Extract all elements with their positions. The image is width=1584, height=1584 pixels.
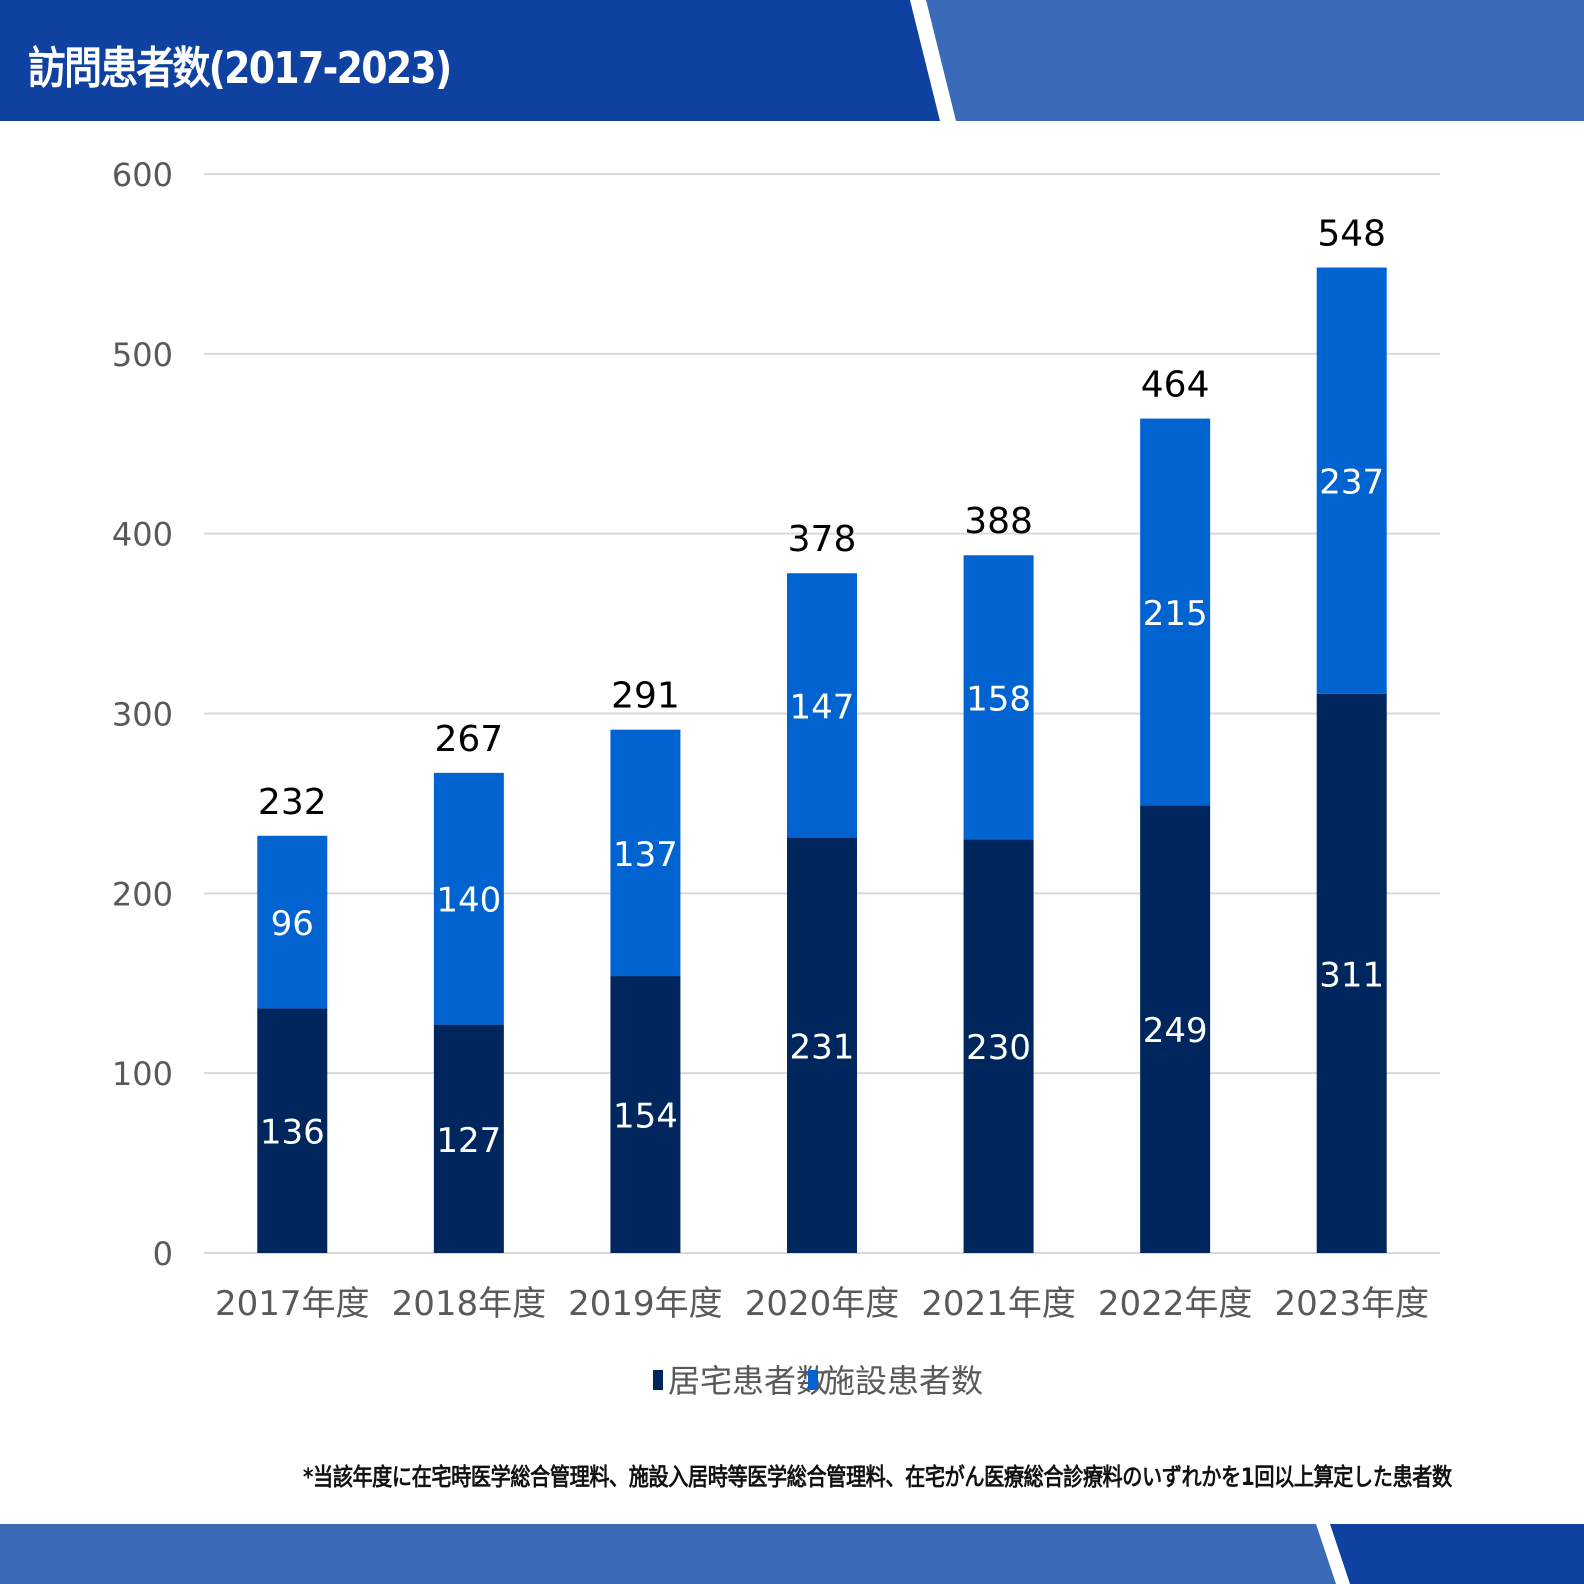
legend-swatch-home: [653, 1370, 663, 1390]
data-label-home: 154: [613, 1097, 678, 1137]
bar-facility: [787, 573, 857, 838]
data-label-facility: 147: [790, 687, 855, 727]
data-label-home: 230: [966, 1028, 1031, 1068]
header-banner-shape: [0, 0, 1584, 121]
bar-home: [257, 1008, 328, 1253]
y-tick-label: 100: [112, 1055, 173, 1093]
stacked-bar-chart: 0 100 200 300 400 500 600 136 96 232 2017年度 127 140 2…: [112, 156, 1440, 1400]
header-divider-stripe: [910, 0, 956, 121]
bar-facility: [1316, 267, 1387, 694]
data-label-home: 249: [1143, 1011, 1208, 1051]
x-tick-label: 2021年度: [921, 1284, 1076, 1324]
x-tick-label: 2022年度: [1098, 1284, 1253, 1324]
data-label-facility: 158: [966, 679, 1031, 719]
y-tick-label: 0: [153, 1235, 173, 1273]
data-label-facility: 96: [271, 904, 314, 944]
data-label-home: 136: [260, 1113, 325, 1153]
page-title: 訪問患者数(2017-2023): [28, 43, 452, 94]
data-label-total: 267: [434, 719, 503, 760]
footer-banner: [0, 1524, 1584, 1584]
header-banner: 訪問患者数(2017-2023): [0, 0, 1584, 121]
footnote: *当該年度に在宅時医学総合管理料、施設入居時等医学総合管理料、在宅がん医療総合診…: [303, 1463, 1452, 1491]
bar-home: [1316, 693, 1387, 1253]
legend-swatch-facility: [808, 1370, 818, 1390]
legend-label-facility: 施設患者数: [823, 1362, 983, 1400]
bar-home: [1140, 805, 1211, 1253]
footer-divider-stripe: [1316, 1524, 1350, 1584]
x-tick-label: 2023年度: [1274, 1284, 1429, 1324]
data-label-facility: 237: [1319, 463, 1384, 503]
bar-home: [433, 1024, 504, 1253]
data-label-home: 231: [790, 1027, 855, 1067]
data-label-total: 464: [1141, 365, 1210, 406]
bar-facility: [610, 729, 681, 977]
bar-facility: [257, 835, 328, 1009]
data-label-home: 127: [436, 1121, 501, 1161]
footer-banner-shape: [0, 1524, 1584, 1584]
data-label-facility: 137: [613, 835, 678, 875]
data-label-total: 548: [1317, 214, 1386, 255]
x-tick-label: 2019年度: [568, 1284, 723, 1324]
x-tick-label: 2018年度: [392, 1284, 547, 1324]
data-label-home: 311: [1319, 955, 1384, 995]
bar-facility: [1140, 418, 1211, 806]
y-tick-label: 200: [112, 875, 173, 913]
x-tick-label: 2020年度: [745, 1284, 900, 1324]
legend-label-home: 居宅患者数: [668, 1362, 828, 1400]
data-label-total: 378: [788, 519, 857, 560]
bar-facility: [433, 772, 504, 1025]
bar-facility: [963, 555, 1034, 840]
data-label-total: 232: [258, 782, 327, 823]
y-tick-label: 600: [112, 156, 173, 194]
header-dark-band: [0, 0, 940, 121]
bar-home: [610, 976, 681, 1253]
y-tick-label: 300: [112, 696, 173, 734]
data-label-total: 388: [964, 501, 1033, 542]
x-tick-label: 2017年度: [215, 1284, 370, 1324]
data-label-facility: 215: [1143, 594, 1208, 634]
footer-dark-band: [1330, 1524, 1584, 1584]
data-label-facility: 140: [436, 881, 501, 921]
y-tick-label: 500: [112, 336, 173, 374]
bar-home: [963, 839, 1034, 1253]
y-tick-label: 400: [112, 516, 173, 554]
data-label-total: 291: [611, 676, 680, 717]
bar-home: [787, 837, 857, 1253]
